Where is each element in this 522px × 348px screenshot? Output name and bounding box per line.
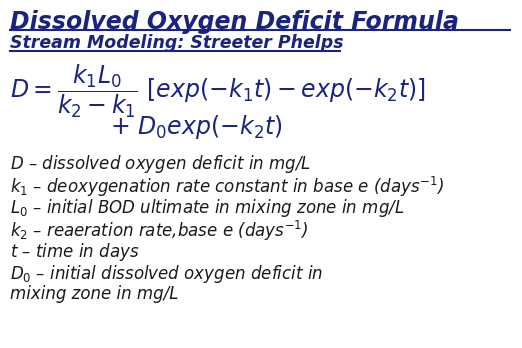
Text: $\it{k_2}$ – reaeration rate,base e ($\it{days^{-1}}$): $\it{k_2}$ – reaeration rate,base e ($\i… bbox=[10, 219, 309, 243]
Text: Stream Modeling: Streeter Phelps: Stream Modeling: Streeter Phelps bbox=[10, 34, 343, 52]
Text: $\it{t}$ – time in days: $\it{t}$ – time in days bbox=[10, 241, 139, 263]
Text: $\it{k_1}$ – deoxygenation rate constant in base e ($\it{days^{-1}}$): $\it{k_1}$ – deoxygenation rate constant… bbox=[10, 175, 444, 199]
Text: $\mathbf{\mathit{+ \ D_0 exp(-k_2 t)}}$: $\mathbf{\mathit{+ \ D_0 exp(-k_2 t)}}$ bbox=[110, 113, 283, 141]
Text: $\it{D}$ – dissolved oxygen deficit in mg/L: $\it{D}$ – dissolved oxygen deficit in m… bbox=[10, 153, 311, 175]
Text: mixing zone in mg/L: mixing zone in mg/L bbox=[10, 285, 179, 303]
Text: Dissolved Oxygen Deficit Formula: Dissolved Oxygen Deficit Formula bbox=[10, 10, 459, 34]
Text: $\it{L_0}$ – initial BOD ultimate in mixing zone in mg/L: $\it{L_0}$ – initial BOD ultimate in mix… bbox=[10, 197, 405, 219]
Text: $\mathbf{\mathit{D = \dfrac{k_1 L_0}{k_2-k_1}\ [exp(-k_1 t) - exp(-k_2 t)]}}$: $\mathbf{\mathit{D = \dfrac{k_1 L_0}{k_2… bbox=[10, 62, 426, 120]
Text: $\it{D_0}$ – initial dissolved oxygen deficit in: $\it{D_0}$ – initial dissolved oxygen de… bbox=[10, 263, 323, 285]
